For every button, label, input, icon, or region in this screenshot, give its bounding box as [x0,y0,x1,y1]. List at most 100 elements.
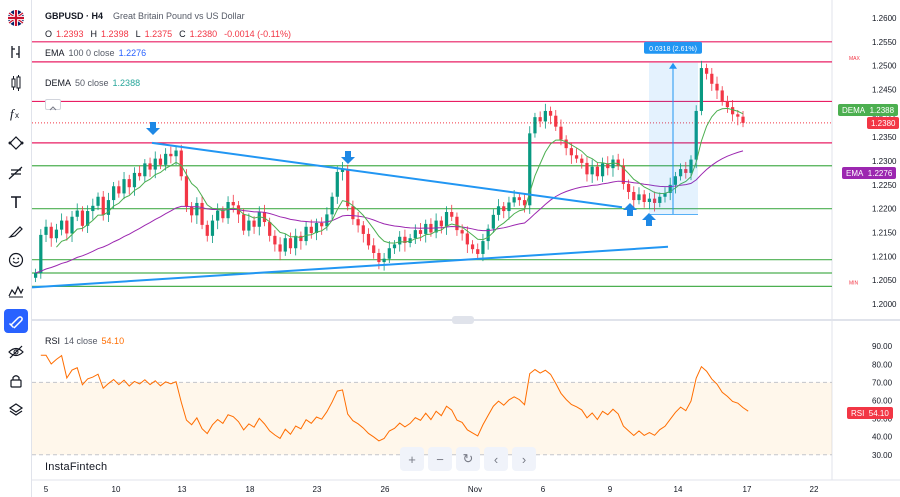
dema-params: 50 close [75,78,109,88]
candle-body [330,196,334,215]
candle-body [600,163,605,177]
candle-body [101,196,105,215]
high-value: 1.2398 [101,29,129,39]
rsi-price-tag: RSI 54.10 [847,407,893,419]
rsi-tick-label: 30.00 [872,451,893,460]
eye-icon[interactable] [4,340,28,364]
candle-body [44,226,48,235]
candle-body [424,223,428,234]
scroll-right-button[interactable]: › [512,447,536,471]
ascending-trend-line [32,245,669,289]
candle-body [106,200,111,215]
rsi-line [40,354,749,442]
candle-body [595,166,599,177]
scroll-left-button[interactable]: ‹ [484,447,508,471]
rsi-tick-label: 70.00 [872,378,893,387]
time-tick-label: 26 [381,485,390,494]
candle-body [590,166,594,175]
candle-body [268,222,272,236]
candle-body [91,205,95,212]
candle-body [538,117,542,122]
brush-icon[interactable] [4,219,28,243]
ohlc-legend: O 1.2393 H 1.2398 L 1.2375 C 1.2380 -0.0… [45,29,291,39]
low-value: 1.2375 [144,29,173,39]
reset-button[interactable]: ↻ [456,447,480,471]
rsi-tick-label: 60.00 [872,397,893,406]
measure-arrow-head [669,62,677,69]
svg-text:x: x [15,111,19,120]
text-icon[interactable] [4,190,28,214]
price-tick-label: 1.2300 [872,157,897,166]
trend-line-icon[interactable] [4,131,28,155]
open-value: 1.2393 [56,29,84,39]
candle-body [372,245,376,253]
candle-body [512,197,516,203]
layers-icon[interactable] [4,398,28,422]
patterns-icon[interactable] [4,279,28,303]
candle-body [678,169,683,177]
dema-legend[interactable]: DEMA 50 close 1.2388 [45,78,140,88]
symbol-name[interactable]: GBPUSD · H4 [45,11,104,21]
ema-legend[interactable]: EMA 100 0 close 1.2276 [45,48,146,58]
candle-body [730,107,735,115]
zoom-in-button[interactable]: + [400,447,424,471]
pane-resize-handle[interactable] [452,316,474,324]
candle-body [247,220,251,231]
magnet-icon[interactable] [4,309,28,333]
max-label: MAX [849,56,861,62]
price-tick-label: 1.2550 [872,38,897,47]
candle-body [720,90,724,102]
price-tick-label: 1.2500 [872,62,897,71]
candle-body [564,139,568,149]
zoom-out-button[interactable]: − [428,447,452,471]
candle-body [335,171,339,197]
arrow-down-marker [341,151,355,164]
open-label: O [45,29,53,39]
uk-flag-icon[interactable] [4,6,28,30]
candle-body [621,165,625,184]
chart-type-icon[interactable] [4,40,28,64]
rsi-params: 14 close [64,336,98,346]
rsi-tick-label: 40.00 [872,433,893,442]
emoji-icon[interactable] [4,248,28,272]
candle-body [184,176,189,207]
candle-body [377,252,381,263]
candle-body [80,210,85,226]
candle-body [543,110,547,122]
candle-body [741,116,745,123]
candle-body [481,241,485,254]
rsi-legend[interactable]: RSI 14 close 54.10 [45,336,124,346]
legend-collapse-button[interactable] [45,99,61,111]
candle-body [262,212,267,223]
symbol-legend: GBPUSD · H4 Great Britain Pound vs US Do… [45,11,245,21]
rsi-value: 54.10 [101,336,125,346]
chart-area[interactable]: 1.26001.25501.25001.24501.24001.23501.23… [32,0,900,497]
candle-body [486,228,490,242]
candle-body [689,159,693,173]
price-tick-label: 1.2000 [872,300,897,309]
candle-body [164,153,168,165]
candle-body [574,155,579,159]
candle-body [273,235,277,245]
candle-body [658,196,662,203]
candle-body [86,211,90,226]
time-tick-label: 17 [743,485,752,494]
candle-body [309,226,313,233]
lock-icon[interactable] [4,369,28,393]
candle-body [444,212,449,227]
candle-body [668,184,672,193]
chart-canvas[interactable]: 1.26001.25501.25001.24501.24001.23501.23… [32,0,900,497]
candle-body [216,210,220,221]
measure-label-bg [644,41,702,54]
candle-body [34,273,38,278]
descending-trend-line [151,141,623,209]
indicators-icon[interactable] [4,71,28,95]
candle-body [210,220,215,236]
ema-params: 100 0 close [68,48,115,58]
candle-body [580,158,584,163]
candle-body [626,183,631,192]
fib-icon[interactable] [4,161,28,185]
candle-body [418,230,423,234]
candle-body [642,194,646,202]
